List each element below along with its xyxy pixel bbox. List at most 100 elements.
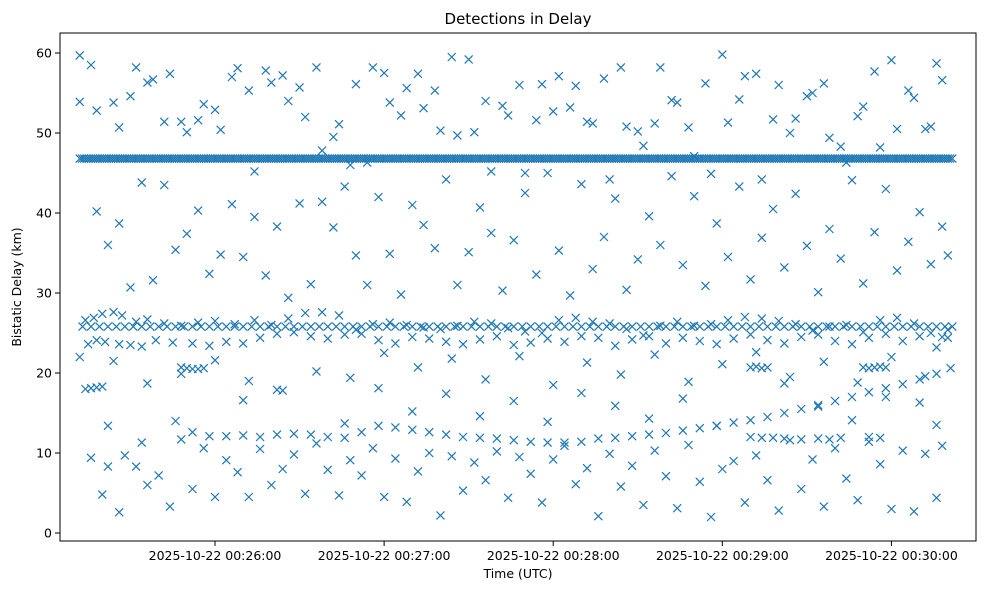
detection-point — [892, 266, 902, 276]
detection-point — [825, 133, 834, 143]
detection-point — [126, 340, 135, 350]
detection-point — [419, 220, 429, 230]
detection-point — [672, 98, 682, 108]
detection-point — [114, 507, 124, 517]
detection-point — [486, 166, 496, 176]
detection-point — [419, 322, 429, 332]
detection-point — [340, 330, 350, 340]
detection-point — [467, 322, 476, 332]
detection-point — [785, 372, 795, 382]
detection-point — [684, 377, 693, 387]
detection-point — [571, 313, 581, 323]
detection-point — [588, 317, 598, 327]
detection-point — [334, 310, 344, 320]
detection-point — [419, 103, 429, 113]
detection-point — [317, 146, 327, 156]
detection-point — [328, 222, 338, 232]
detection-point — [757, 314, 767, 324]
detection-point — [509, 340, 519, 350]
detection-point — [836, 142, 846, 152]
detection-point — [864, 437, 874, 447]
detection-point — [819, 78, 829, 88]
detection-point — [695, 423, 705, 433]
detection-point — [858, 278, 868, 288]
detection-point — [560, 438, 569, 448]
detection-point — [458, 432, 468, 442]
detection-point — [898, 446, 908, 456]
detection-point — [802, 91, 812, 101]
detection-point — [785, 128, 795, 138]
detection-point — [306, 430, 316, 440]
detection-point — [881, 362, 891, 372]
detection-point — [154, 322, 164, 332]
detection-point — [667, 95, 677, 105]
detection-point — [841, 474, 851, 484]
detection-point — [779, 408, 789, 418]
detection-point — [255, 333, 265, 343]
detection-point — [819, 357, 829, 367]
detection-point — [182, 229, 192, 239]
detection-point — [216, 125, 226, 135]
detection-point — [548, 454, 558, 464]
detection-point — [729, 456, 739, 466]
detection-point — [757, 233, 767, 243]
detection-point — [145, 322, 155, 332]
detection-point — [238, 395, 248, 405]
detection-point — [757, 174, 767, 184]
detection-point — [819, 502, 829, 512]
detection-point — [171, 245, 180, 255]
detection-point — [543, 168, 553, 178]
detection-point — [188, 322, 197, 332]
detection-point — [796, 332, 806, 342]
detection-point — [78, 322, 87, 332]
detection-point — [813, 287, 823, 297]
detection-point — [126, 91, 135, 101]
detection-point — [176, 434, 186, 444]
detection-point — [915, 207, 925, 217]
detection-point — [266, 78, 276, 88]
detection-point — [802, 241, 812, 251]
detection-point — [323, 334, 333, 344]
y-axis-label: Bistatic Delay (km) — [9, 227, 24, 346]
detection-point — [306, 331, 316, 341]
detection-point — [825, 322, 834, 332]
detection-point — [661, 428, 671, 438]
detection-point — [937, 75, 947, 85]
detection-point — [317, 197, 327, 207]
detection-point — [672, 503, 682, 513]
detection-point — [599, 232, 609, 242]
detection-point — [176, 117, 186, 127]
detection-point — [684, 122, 693, 132]
detection-point — [734, 182, 744, 192]
detection-point — [159, 180, 169, 190]
detection-point — [593, 333, 603, 343]
x-tick-label: 2025-10-22 00:30:00 — [825, 548, 958, 563]
detection-point — [475, 433, 485, 443]
detection-point — [627, 461, 637, 471]
detection-point — [188, 427, 197, 437]
detection-point — [813, 402, 823, 412]
detection-point — [492, 446, 502, 456]
detection-point — [796, 404, 806, 414]
detection-point — [582, 463, 592, 473]
y-tick-label: 0 — [44, 526, 52, 541]
detection-point — [500, 322, 510, 332]
detection-point — [221, 431, 231, 441]
detection-point — [142, 78, 152, 88]
detection-point — [80, 315, 90, 325]
detection-point — [188, 338, 197, 348]
detection-point — [441, 430, 451, 440]
detection-point — [830, 443, 840, 453]
detection-point — [548, 380, 558, 390]
detection-point — [159, 117, 169, 127]
detection-point — [537, 79, 547, 89]
detection-point — [937, 441, 947, 451]
detection-point — [148, 275, 158, 285]
detection-point — [932, 369, 941, 379]
detection-point — [340, 418, 350, 428]
detection-point — [875, 142, 885, 152]
detection-point — [331, 322, 341, 332]
detection-point — [889, 322, 899, 332]
detection-point — [221, 455, 231, 465]
detection-point — [498, 286, 507, 296]
